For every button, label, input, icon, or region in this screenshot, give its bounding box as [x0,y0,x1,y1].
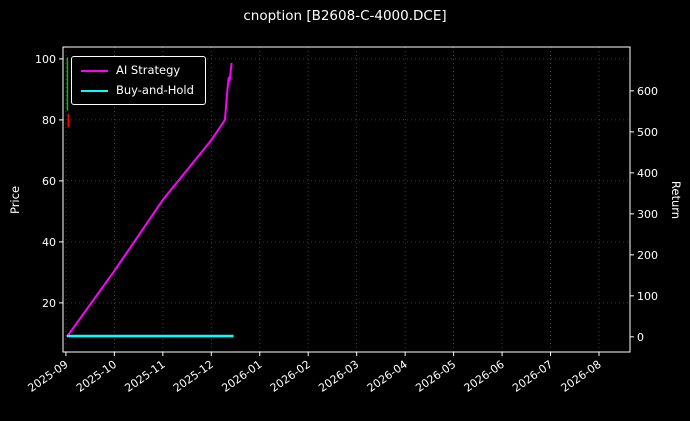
legend-item-buy-and-hold: Buy-and-Hold [81,84,194,97]
x-tick-label: 2026-04 [365,358,410,395]
x-tick-label: 2025-10 [74,358,119,395]
x-tick-label: 2026-01 [219,358,264,395]
price-tick-label: 60 [42,175,56,188]
legend-item-ai-strategy: AI Strategy [81,64,194,77]
x-tick-label: 2026-06 [462,358,507,395]
buy-and-hold-line-swatch [81,89,108,92]
right-axis-label: Return [669,180,683,220]
price-tick-label: 40 [42,236,56,249]
return-tick-label: 0 [637,331,644,344]
ai-strategy-line-swatch [81,69,108,72]
legend-label-buy-and-hold: Buy-and-Hold [116,83,194,97]
x-tick-label: 2026-03 [316,358,361,395]
plot-border [62,46,631,353]
x-tick-label: 2025-12 [171,358,216,395]
legend: AI Strategy Buy-and-Hold [71,56,206,105]
return-tick-label: 100 [637,290,658,303]
x-tick-label: 2025-11 [122,358,167,395]
x-tick-label: 2026-08 [559,358,604,395]
series-ai-strategy-line [66,62,233,338]
left-axis-label: Price [8,185,22,215]
return-tick-label: 500 [637,126,658,139]
x-tick-label: 2025-09 [26,358,71,395]
x-tick-label: 2026-02 [268,358,313,395]
price-tick-label: 80 [42,114,56,127]
return-tick-label: 400 [637,167,658,180]
return-tick-label: 300 [637,208,658,221]
x-tick-label: 2026-07 [510,358,555,395]
legend-label-ai-strategy: AI Strategy [116,63,181,77]
return-tick-label: 200 [637,249,658,262]
price-tick-label: 100 [35,53,56,66]
return-tick-label: 600 [637,85,658,98]
x-tick-label: 2026-05 [413,358,458,395]
price-tick-label: 20 [42,297,56,310]
chart-title: cnoption [B2608-C-4000.DCE] [243,8,447,24]
